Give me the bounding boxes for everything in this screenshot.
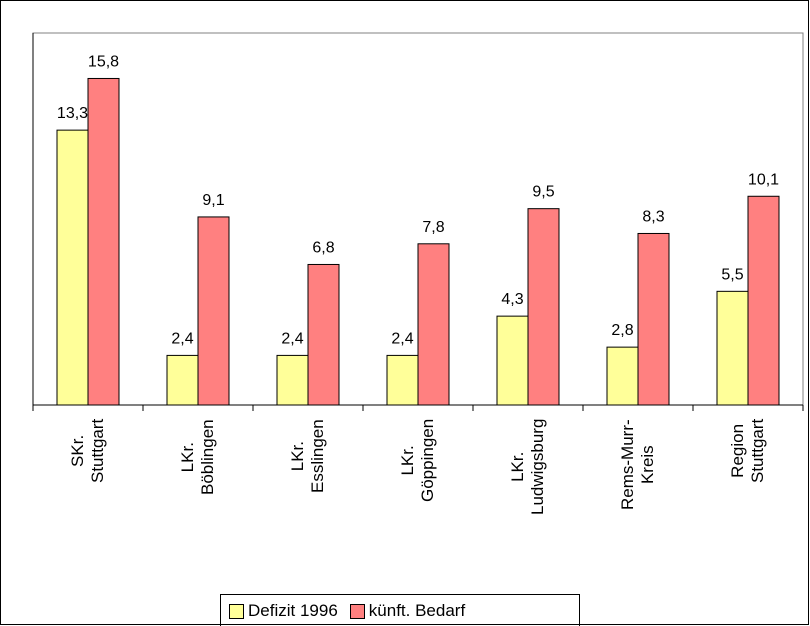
data-label: 9,1 [202,192,224,209]
legend-label: Defizit 1996 [248,601,338,620]
bar [197,216,230,406]
data-label: 10,1 [748,171,779,188]
bar [307,263,340,406]
bar [716,290,749,406]
legend-item: künft. Bedarf [349,601,466,621]
bar [527,208,560,406]
bar [637,232,670,406]
data-label: 6,8 [312,239,334,256]
bar [606,346,639,406]
data-label: 13,3 [57,105,88,122]
bar [386,354,419,406]
x-tick-label: LKr. Ludwigsburg [508,418,547,515]
data-label: 4,3 [501,291,523,308]
data-label: 2,4 [171,330,193,347]
data-label: 15,8 [88,53,119,70]
data-label: 2,8 [611,322,633,339]
legend-item: Defizit 1996 [229,601,338,621]
bar [496,315,529,406]
data-label: 2,4 [281,330,303,347]
x-tick-label: LKr. Böblingen [178,419,217,495]
bar [417,243,450,406]
data-label: 8,3 [642,208,664,225]
bar [747,195,780,406]
bar [56,129,89,406]
x-tick-label: LKr. Esslingen [288,419,327,493]
x-tick-label: Region Stuttgart [728,418,767,483]
legend-label: künft. Bedarf [368,601,466,620]
data-label: 9,5 [532,184,554,201]
legend: Defizit 1996 künft. Bedarf [220,594,580,626]
x-tick-label: LKr. Göppingen [398,418,437,502]
x-tick-label: Rems-Murr- Kreis [618,419,657,510]
bar [166,354,199,406]
data-label: 7,8 [422,219,444,236]
bar [276,354,309,406]
data-label: 2,4 [391,330,413,347]
data-label: 5,5 [721,266,743,283]
bar [87,77,120,406]
legend-swatch [349,603,365,619]
legend-swatch [229,603,244,619]
x-tick-label: SKr. Stuttgart [68,418,107,483]
